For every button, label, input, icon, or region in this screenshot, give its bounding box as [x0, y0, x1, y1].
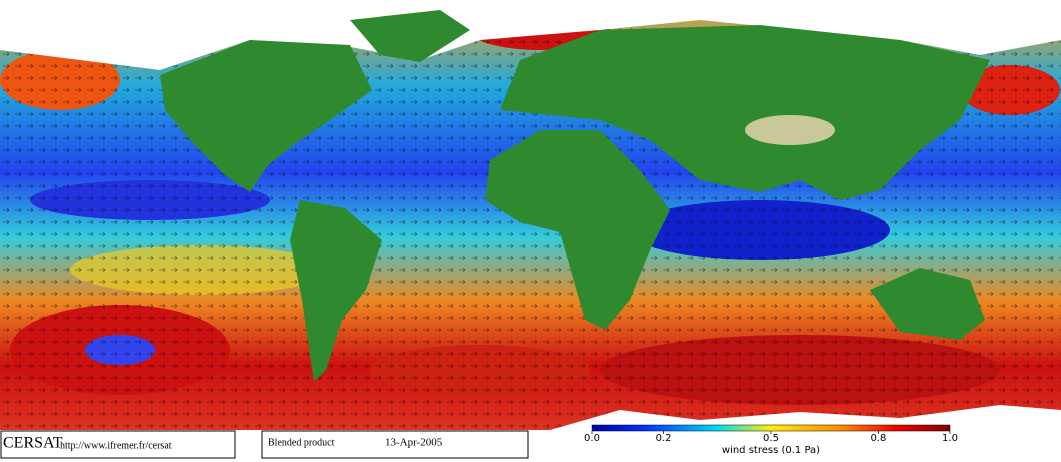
colorbar: [591, 424, 951, 432]
url: http://www.ifremer.fr/cersat: [60, 440, 172, 451]
product-box: [261, 430, 529, 459]
australia: [870, 268, 985, 340]
colorbar-tick-label: 1.0: [942, 433, 958, 444]
arctic: [0, 0, 1061, 70]
date: 13-Apr-2005: [385, 437, 443, 449]
colorbar-tick-label: 0.0: [584, 433, 600, 444]
product: Blended product: [268, 437, 335, 448]
colorbar-label: wind stress (0.1 Pa): [722, 445, 820, 456]
plateau: [745, 115, 835, 145]
logo: CERSAT: [3, 435, 63, 452]
colorbar-tick-label: 0.8: [870, 433, 886, 444]
south-america: [290, 200, 382, 382]
africa: [485, 130, 670, 330]
north-america: [160, 40, 372, 192]
logo-box: [0, 430, 236, 459]
antarctica: [550, 405, 1061, 430]
colorbar-tick-label: 0.5: [763, 433, 779, 444]
eurasia: [500, 25, 990, 200]
colorbar-tick-label: 0.2: [656, 433, 672, 444]
greenland: [350, 10, 470, 62]
